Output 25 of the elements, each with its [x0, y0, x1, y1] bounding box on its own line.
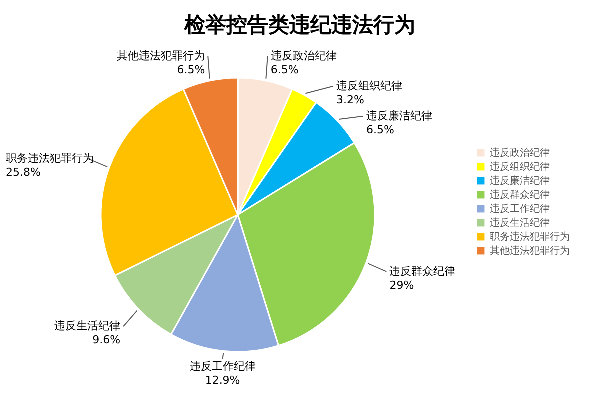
- slice-label: 违反廉洁纪律: [366, 109, 433, 122]
- slice-label: 违反工作纪律: [190, 360, 256, 374]
- data-label: 6.5%: [177, 63, 206, 76]
- legend-label: 违反廉洁纪律: [490, 175, 550, 187]
- legend-label: 违反政治纪律: [490, 147, 550, 159]
- data-label: 3.2%: [336, 93, 364, 106]
- data-label: 6.5%: [366, 123, 394, 136]
- data-label: 12.9%: [205, 374, 240, 388]
- legend-label: 违反组织纪律: [490, 161, 550, 173]
- slice-label: 其他违法犯罪行为: [117, 49, 206, 62]
- legend-label: 其他违法犯罪行为: [490, 245, 570, 257]
- legend-label: 违反群众纪律: [490, 189, 550, 201]
- data-label: 29%: [390, 278, 414, 292]
- data-label: 9.6%: [92, 334, 121, 347]
- data-label: 25.8%: [6, 166, 41, 180]
- legend-label: 职务违法犯罪行为: [490, 231, 570, 243]
- slice-label: 职务违法犯罪行为: [6, 152, 94, 166]
- slice-label: 违反群众纪律: [390, 264, 456, 278]
- chart-title: 检举控告类违纪违法行为: [184, 13, 416, 37]
- legend-label: 违反工作纪律: [490, 203, 550, 215]
- slice-label: 违反组织纪律: [336, 79, 402, 92]
- legend-label: 违反生活纪律: [490, 217, 550, 229]
- slice-label: 违反生活纪律: [54, 320, 121, 333]
- data-label: 6.5%: [270, 63, 299, 76]
- slice-label: 违反政治纪律: [270, 49, 337, 62]
